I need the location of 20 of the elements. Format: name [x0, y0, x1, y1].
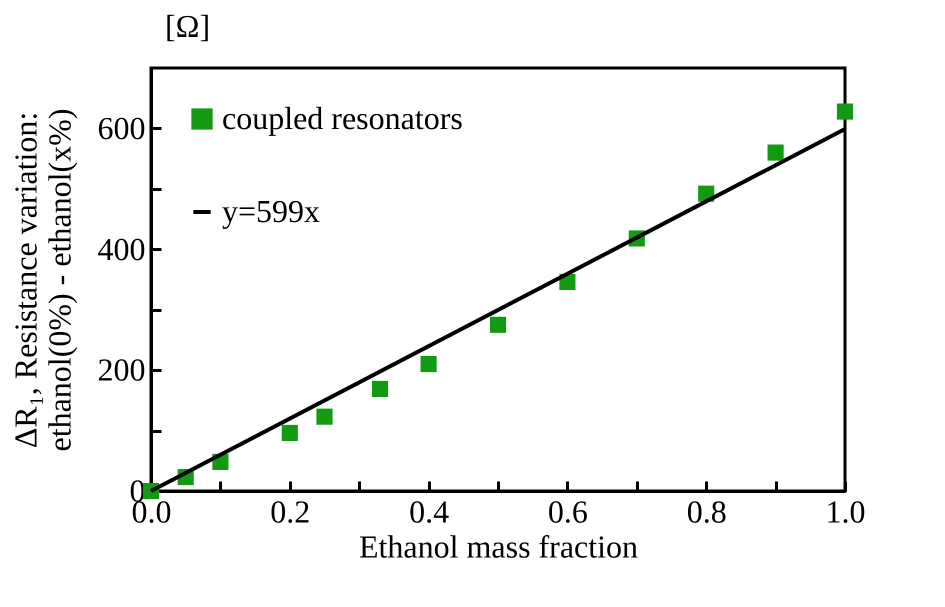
point — [282, 424, 298, 442]
x-tick-label: 0.2 — [270, 494, 310, 530]
y-tick-label: 200 — [98, 352, 146, 388]
x-axis-title: Ethanol mass fraction — [358, 528, 638, 564]
x-tick-label: 0.8 — [686, 494, 727, 530]
point — [836, 103, 854, 120]
y-tick-label: 600 — [98, 110, 146, 146]
legend-label: y=599x — [222, 193, 320, 229]
x-tick-label: 1.0 — [826, 494, 866, 530]
legend-label: coupled resonators — [222, 100, 463, 136]
point — [768, 144, 784, 161]
point — [420, 356, 437, 372]
point — [372, 380, 388, 397]
text: [Ω] — [165, 8, 210, 45]
x-tick-label: 0.6 — [548, 494, 588, 530]
x-tick-label: 0.4 — [409, 494, 450, 530]
point — [490, 316, 506, 333]
point — [316, 408, 333, 425]
y-axis-title: ΔR₁, Resistance variation: ethanol(0%) - ethanol(x%) — [8, 108, 78, 452]
y-tick-label: 400 — [98, 230, 146, 267]
